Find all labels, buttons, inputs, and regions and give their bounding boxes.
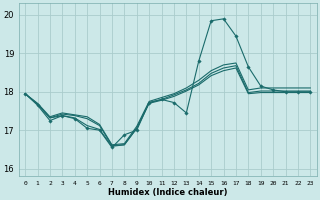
- X-axis label: Humidex (Indice chaleur): Humidex (Indice chaleur): [108, 188, 228, 197]
